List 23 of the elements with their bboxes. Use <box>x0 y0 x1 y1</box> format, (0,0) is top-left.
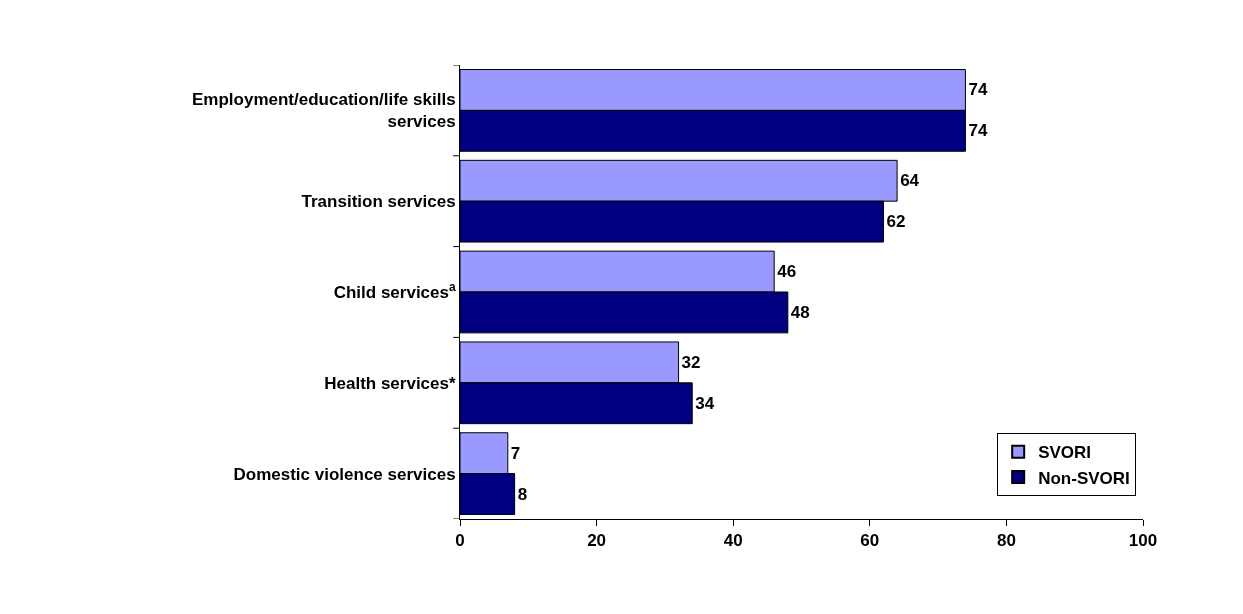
data-label: 32 <box>681 352 701 372</box>
data-label: 64 <box>900 171 920 191</box>
x-tick-label: 60 <box>860 531 880 551</box>
data-label: 34 <box>695 393 715 413</box>
x-tick-label: 80 <box>996 531 1016 551</box>
legend-label: Non-SVORI <box>1038 468 1130 488</box>
x-tick-label: 40 <box>723 531 743 551</box>
legend-label: SVORI <box>1038 443 1092 463</box>
data-label: 48 <box>790 302 810 322</box>
y-tick-label: Transition services <box>301 192 456 212</box>
x-tick-label: 0 <box>455 531 465 551</box>
x-tick-label: 100 <box>1128 531 1158 551</box>
y-tick-label: Health services* <box>324 373 456 393</box>
data-label: 7 <box>510 443 521 463</box>
y-tick-label: Child services$^{a}$ <box>333 279 456 302</box>
data-label: 74 <box>968 121 988 141</box>
data-label: 8 <box>517 484 528 504</box>
x-tick-label: 20 <box>587 531 607 551</box>
y-tick-label: Domestic violence services <box>233 464 456 484</box>
data-label: 74 <box>968 80 988 100</box>
data-label: 46 <box>777 262 797 282</box>
data-label: 62 <box>886 212 906 232</box>
y-tick-label: Employment/education/life skills services <box>192 90 456 132</box>
